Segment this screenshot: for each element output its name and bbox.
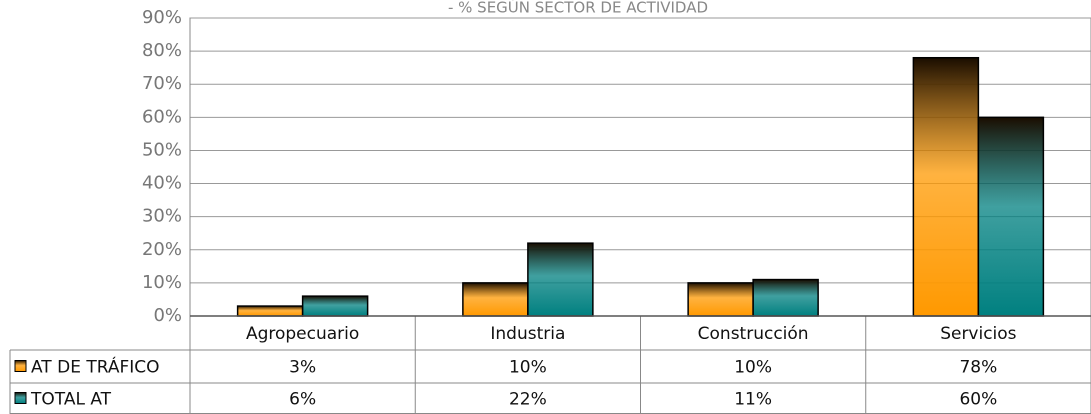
- data-label: 10%: [509, 358, 547, 378]
- y-tick-label: 50%: [142, 139, 182, 160]
- y-tick-label: 70%: [142, 73, 182, 94]
- legend-label: AT DE TRÁFICO: [31, 356, 160, 378]
- data-label: 6%: [289, 390, 316, 410]
- legend-key: [14, 392, 27, 404]
- y-tick-label: 60%: [142, 106, 182, 127]
- bar: [912, 56, 980, 317]
- chart-title: - % SEGÚN SECTOR DE ACTIVIDAD: [448, 0, 708, 17]
- data-label: 11%: [734, 390, 772, 410]
- y-tick-label: 80%: [142, 40, 182, 61]
- data-label: 78%: [959, 358, 997, 378]
- data-label: 10%: [734, 358, 772, 378]
- x-tick-label: Agropecuario: [246, 324, 359, 344]
- y-tick-label: 20%: [142, 239, 182, 260]
- bar: [301, 295, 369, 317]
- legend-key: [14, 360, 27, 372]
- data-label: 3%: [289, 358, 316, 378]
- y-tick-label: 0%: [153, 305, 182, 326]
- y-tick-label: 90%: [142, 7, 182, 28]
- data-label: 22%: [509, 390, 547, 410]
- y-tick-label: 40%: [142, 173, 182, 194]
- y-tick-label: 10%: [142, 272, 182, 293]
- legend-label: TOTAL AT: [30, 390, 112, 410]
- data-label: 60%: [959, 390, 997, 410]
- bar: [977, 116, 1045, 317]
- x-tick-label: Industria: [490, 324, 565, 344]
- bar: [752, 278, 819, 317]
- x-tick-label: Construcción: [698, 324, 809, 344]
- x-tick-label: Servicios: [940, 324, 1016, 344]
- y-tick-label: 30%: [142, 206, 182, 227]
- bar: [462, 282, 529, 317]
- bar: [236, 305, 304, 317]
- bar: [687, 282, 754, 317]
- bar: [527, 242, 594, 317]
